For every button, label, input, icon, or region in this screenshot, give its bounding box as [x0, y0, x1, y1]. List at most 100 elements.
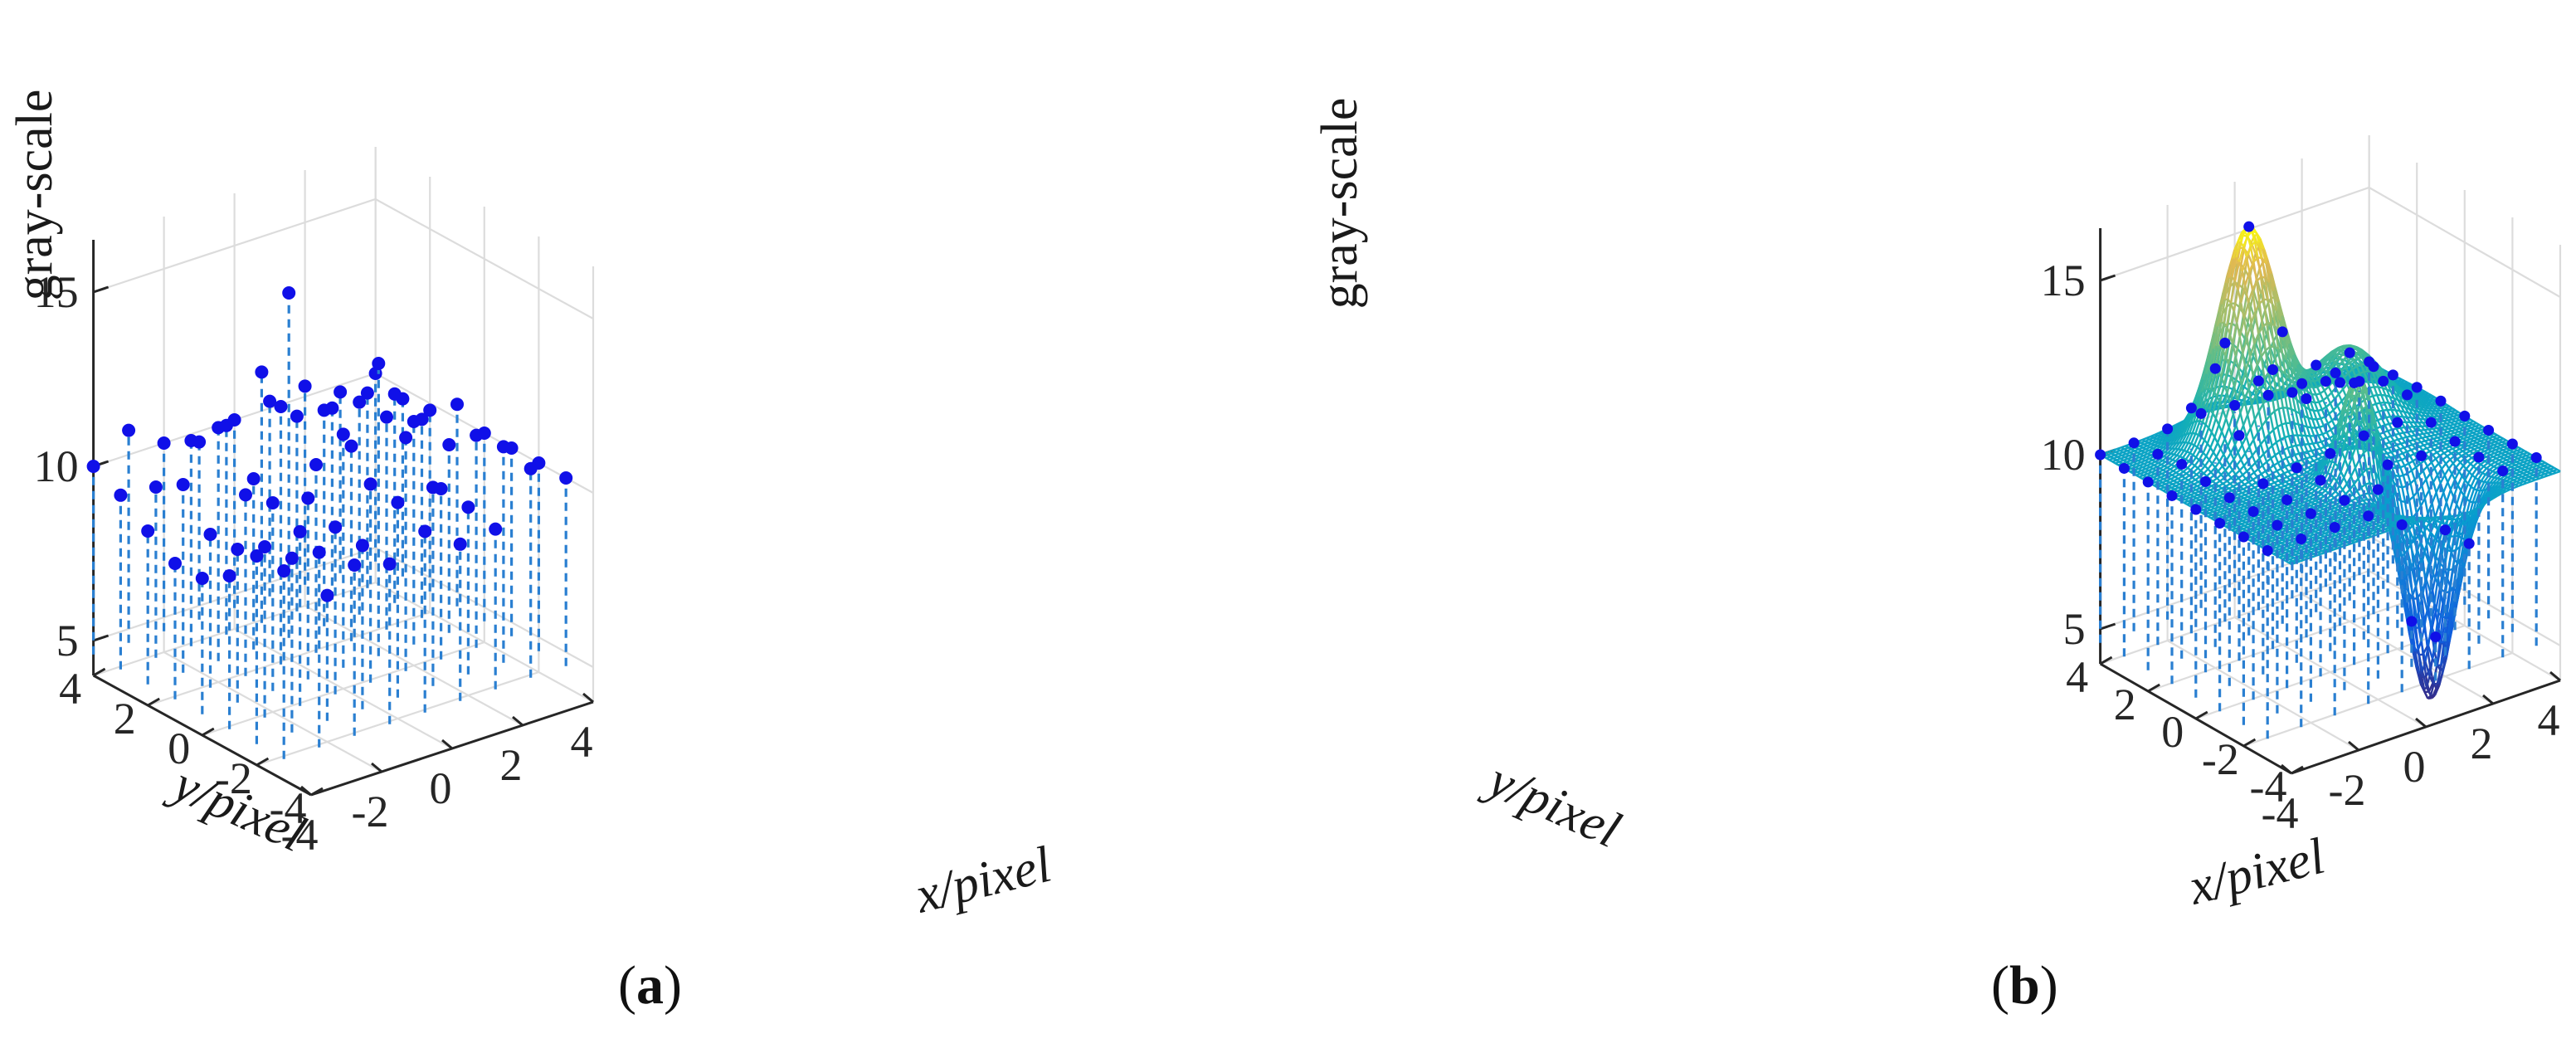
- mesh-line: [2443, 467, 2450, 476]
- mesh-line: [2460, 490, 2465, 496]
- mesh-line: [2189, 411, 2196, 424]
- mesh-line: [2257, 326, 2264, 335]
- data-point: [418, 524, 432, 539]
- mesh-line: [2106, 457, 2110, 461]
- y-axis-title: y/pixel: [1476, 749, 1629, 859]
- mesh-line: [2464, 479, 2469, 485]
- mesh-line: [2219, 299, 2226, 324]
- mesh-line: [2315, 394, 2320, 403]
- mesh-line: [2472, 479, 2480, 490]
- mesh-line: [2386, 409, 2392, 417]
- mesh-line: [2318, 399, 2324, 403]
- mesh-line: [2242, 236, 2249, 247]
- mesh-line: [2327, 386, 2333, 393]
- mesh-line: [2265, 263, 2271, 283]
- mesh-line: [2216, 376, 2223, 397]
- z-tick-label: 10: [2041, 430, 2086, 480]
- mesh-line: [2111, 461, 2116, 465]
- mesh-line: [2470, 477, 2476, 488]
- mesh-line: [2380, 394, 2386, 403]
- mesh-line: [2447, 481, 2452, 490]
- mesh-line: [2326, 396, 2332, 404]
- mesh-line: [2462, 465, 2467, 470]
- data-point: [363, 477, 377, 491]
- mesh-line: [2330, 361, 2336, 368]
- mesh-line: [2468, 471, 2473, 476]
- mesh-line: [2281, 353, 2286, 374]
- x-tick-mark: [582, 692, 594, 704]
- mesh-line: [2247, 254, 2254, 266]
- mesh-line: [2402, 475, 2408, 487]
- mesh-line: [2108, 459, 2113, 463]
- mesh-line: [2311, 443, 2317, 451]
- data-point: [450, 397, 464, 412]
- mesh-line: [2323, 363, 2329, 370]
- z-tick-mark: [2100, 274, 2116, 282]
- mesh-line: [2480, 474, 2486, 482]
- data-point: [559, 471, 573, 485]
- mesh-line: [2306, 426, 2311, 436]
- mesh-line: [2459, 461, 2465, 466]
- mesh-line: [2468, 488, 2476, 502]
- mesh-line: [2281, 424, 2286, 438]
- mesh-line: [2236, 232, 2243, 244]
- mesh-line: [2345, 357, 2351, 363]
- mesh-line: [2272, 346, 2278, 369]
- mesh-line: [2376, 419, 2382, 427]
- mesh-line: [2383, 402, 2389, 411]
- mesh-line: [2223, 363, 2230, 385]
- mesh-line: [2471, 468, 2477, 476]
- x-tick-mark: [2482, 694, 2494, 705]
- mesh-line: [2204, 409, 2211, 426]
- mesh-line: [2442, 455, 2448, 461]
- x-tick-label: 2: [500, 740, 523, 790]
- mesh-line: [2432, 570, 2438, 591]
- mesh-line: [2469, 500, 2473, 504]
- mesh-line: [2327, 381, 2334, 388]
- mesh-line: [2481, 467, 2488, 474]
- mesh-line: [2244, 269, 2251, 280]
- mesh-line: [2412, 496, 2418, 514]
- mesh-line: [2233, 290, 2239, 312]
- mesh-line: [2242, 353, 2247, 371]
- floor-grid-line: [304, 605, 523, 726]
- x-tick-label: 2: [2471, 719, 2493, 768]
- mesh-line: [2330, 420, 2336, 427]
- mesh-line: [2250, 322, 2256, 344]
- mesh-line: [2267, 299, 2272, 324]
- mesh-line: [2470, 485, 2475, 490]
- mesh-line: [2321, 406, 2327, 411]
- mesh-line: [2280, 370, 2286, 391]
- data-point: [344, 439, 358, 453]
- y-tick-mark: [147, 697, 160, 707]
- mesh-line: [2398, 475, 2403, 488]
- data-point: [407, 415, 421, 428]
- data-point: [372, 357, 386, 370]
- mesh-line: [2363, 414, 2369, 428]
- mesh-line: [2331, 353, 2338, 361]
- grid: [92, 147, 595, 797]
- mesh-line: [2251, 231, 2257, 242]
- mesh-line: [2462, 495, 2468, 500]
- mesh-line: [2236, 302, 2242, 324]
- mesh-line: [2223, 299, 2229, 324]
- mesh-line: [2260, 356, 2266, 378]
- mesh-line: [2213, 371, 2219, 392]
- mesh-line: [2306, 417, 2312, 428]
- y-tick-label: 2: [2114, 680, 2136, 729]
- mesh-line: [2460, 480, 2466, 491]
- mesh-line: [2277, 408, 2283, 425]
- mesh-line: [2435, 455, 2441, 460]
- mesh-line: [2446, 455, 2452, 461]
- mesh-line: [2320, 384, 2325, 392]
- mesh-line: [2247, 375, 2254, 388]
- mesh-line: [2397, 485, 2403, 502]
- mesh-line: [2408, 500, 2413, 519]
- mesh-line: [2286, 407, 2291, 423]
- mesh-line: [2466, 486, 2472, 500]
- mesh-line: [2296, 435, 2301, 446]
- mesh-line: [2278, 389, 2284, 408]
- mesh-line: [2551, 471, 2557, 475]
- grid: [2099, 135, 2562, 775]
